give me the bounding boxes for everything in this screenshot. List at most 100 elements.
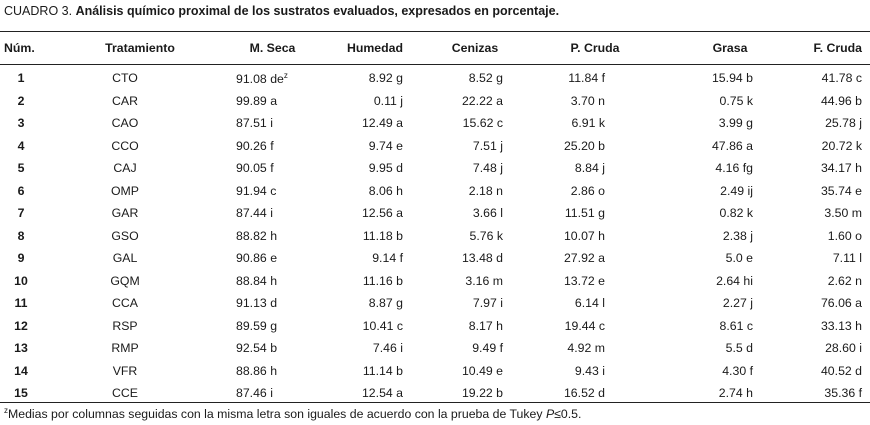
cell-p-cruda: 4.92 m [525, 337, 665, 360]
cell-grasa-text: 8.61 c [719, 318, 754, 333]
cell-grasa: 4.16 fg [665, 157, 795, 180]
cell-num-text: 9 [17, 251, 25, 266]
cell-cenizas: 2.18 n [425, 180, 525, 203]
cell-f-cruda-text: 35.36 f [824, 386, 862, 401]
cell-grasa: 5.0 e [665, 247, 795, 270]
cell-humedad: 8.87 g [325, 292, 425, 315]
cell-grasa: 2.38 j [665, 225, 795, 248]
header-cenizas: Cenizas [451, 41, 499, 55]
cell-m-seca: 91.08 dez [220, 67, 325, 90]
cell-cenizas: 3.16 m [425, 270, 525, 293]
cell-p-cruda-text: 19.44 c [564, 318, 605, 333]
cell-p-cruda: 6.91 k [525, 112, 665, 135]
cell-f-cruda: 34.17 h [795, 157, 870, 180]
cell-humedad-text: 11.16 b [362, 273, 403, 288]
cell-num-text: 13 [14, 341, 28, 356]
footnote-text: Medias por columnas seguidas con la mism… [8, 407, 546, 422]
cell-num-text: 3 [17, 116, 25, 131]
cell-tratamiento-text: RSP [112, 318, 138, 333]
cell-humedad-text: 11.14 b [362, 363, 403, 378]
cell-tratamiento-text: CAJ [113, 161, 137, 176]
cell-p-cruda-text: 11.51 g [564, 206, 605, 221]
header-tratamiento: Tratamiento [105, 41, 175, 55]
caption-label: CUADRO 3. [4, 4, 73, 18]
cell-humedad: 12.56 a [325, 202, 425, 225]
cell-m-seca-text: 91.13 d [236, 296, 278, 311]
cell-cenizas-text: 19.22 b [461, 386, 503, 401]
cell-grasa: 47.86 a [665, 135, 795, 158]
cell-num: 3 [0, 112, 60, 135]
cell-p-cruda-text: 4.92 m [567, 341, 605, 356]
header-p-cruda: P. Cruda [570, 41, 620, 55]
cell-num: 7 [0, 202, 60, 225]
table-row: 9 GAL 90.86 e 9.14 f 13.48 d 27.92 a 5.0 e 7.11… [0, 247, 870, 270]
cell-f-cruda-text: 7.11 l [832, 251, 862, 266]
cell-f-cruda: 3.50 m [795, 202, 870, 225]
table-row: 10 GQM 88.84 h 11.16 b 3.16 m 13.72 e 2.64 hi 2… [0, 270, 870, 293]
cell-f-cruda: 25.78 j [795, 112, 870, 135]
cell-tratamiento-text: GAL [112, 251, 138, 266]
cell-p-cruda-text: 6.91 k [571, 116, 606, 131]
cell-tratamiento: GQM [60, 270, 220, 293]
cell-m-seca: 92.54 b [220, 337, 325, 360]
header-grasa: Grasa [712, 41, 748, 55]
cell-m-seca-text: 89.59 g [236, 318, 278, 333]
cell-p-cruda: 11.51 g [525, 202, 665, 225]
cell-f-cruda-text: 76.06 a [820, 296, 862, 311]
cell-m-seca-text: 91.08 de [236, 71, 284, 86]
cell-p-cruda: 3.70 n [525, 90, 665, 113]
cell-f-cruda: 28.60 i [795, 337, 870, 360]
cell-tratamiento-text: CCO [111, 138, 139, 153]
cell-f-cruda: 7.11 l [795, 247, 870, 270]
cell-p-cruda-text: 16.52 d [563, 386, 605, 401]
cell-num: 10 [0, 270, 60, 293]
cell-cenizas-text: 7.97 i [472, 296, 503, 311]
footnote-p: P [545, 407, 555, 422]
cell-f-cruda: 33.13 h [795, 315, 870, 338]
cell-humedad: 8.06 h [325, 180, 425, 203]
bottom-rule [0, 402, 870, 403]
cell-num-text: 11 [14, 296, 28, 311]
cell-f-cruda: 1.60 o [795, 225, 870, 248]
cell-m-seca-text: 92.54 b [236, 341, 278, 356]
cell-cenizas: 7.48 j [425, 157, 525, 180]
cell-num-text: 12 [14, 318, 28, 333]
cell-f-cruda-text: 25.78 j [825, 116, 862, 131]
cell-tratamiento-text: GSO [111, 228, 139, 243]
cell-cenizas-text: 13.48 d [461, 251, 503, 266]
cell-grasa-text: 4.16 fg [715, 161, 753, 176]
cell-tratamiento-text: VFR [112, 363, 138, 378]
table-row: 2 CAR 99.89 a 0.11 j 22.22 a 3.70 n 0.75 k 44.9… [0, 90, 870, 113]
cell-grasa: 5.5 d [665, 337, 795, 360]
cell-humedad: 12.54 a [325, 382, 425, 405]
proximal-analysis-table: Núm. Tratamiento M. Seca Humedad Cenizas… [0, 32, 870, 405]
cell-num-text: 2 [17, 93, 25, 108]
cell-tratamiento: VFR [60, 360, 220, 383]
cell-cenizas-text: 5.76 k [469, 228, 504, 243]
cell-cenizas-text: 3.66 l [472, 206, 503, 221]
cell-cenizas-text: 9.49 f [472, 341, 503, 356]
cell-grasa: 8.61 c [665, 315, 795, 338]
table-row: 15 CCE 87.46 i 12.54 a 19.22 b 16.52 d 2.74 h 3… [0, 382, 870, 405]
cell-tratamiento: CTO [60, 67, 220, 90]
cell-m-seca-text: 90.26 f [236, 138, 274, 153]
header-f-cruda: F. Cruda [813, 41, 862, 55]
cell-grasa: 2.64 hi [665, 270, 795, 293]
cell-p-cruda: 19.44 c [525, 315, 665, 338]
cell-m-seca: 90.26 f [220, 135, 325, 158]
cell-f-cruda: 76.06 a [795, 292, 870, 315]
cell-num-text: 5 [17, 161, 25, 176]
cell-humedad: 11.18 b [325, 225, 425, 248]
cell-m-seca-text: 88.84 h [236, 273, 278, 288]
cell-tratamiento-text: OMP [110, 183, 139, 198]
cell-grasa-text: 2.64 hi [716, 273, 753, 288]
cell-grasa-text: 0.75 k [719, 93, 754, 108]
cell-tratamiento: CCE [60, 382, 220, 405]
cell-f-cruda: 40.52 d [795, 360, 870, 383]
cell-humedad: 8.92 g [325, 67, 425, 90]
cell-p-cruda: 8.84 j [525, 157, 665, 180]
cell-humedad: 0.11 j [325, 90, 425, 113]
cell-tratamiento-text: CAO [111, 116, 139, 131]
table-row: 7 GAR 87.44 i 12.56 a 3.66 l 11.51 g 0.82 k 3.5… [0, 202, 870, 225]
cell-humedad-text: 12.49 a [361, 116, 403, 131]
